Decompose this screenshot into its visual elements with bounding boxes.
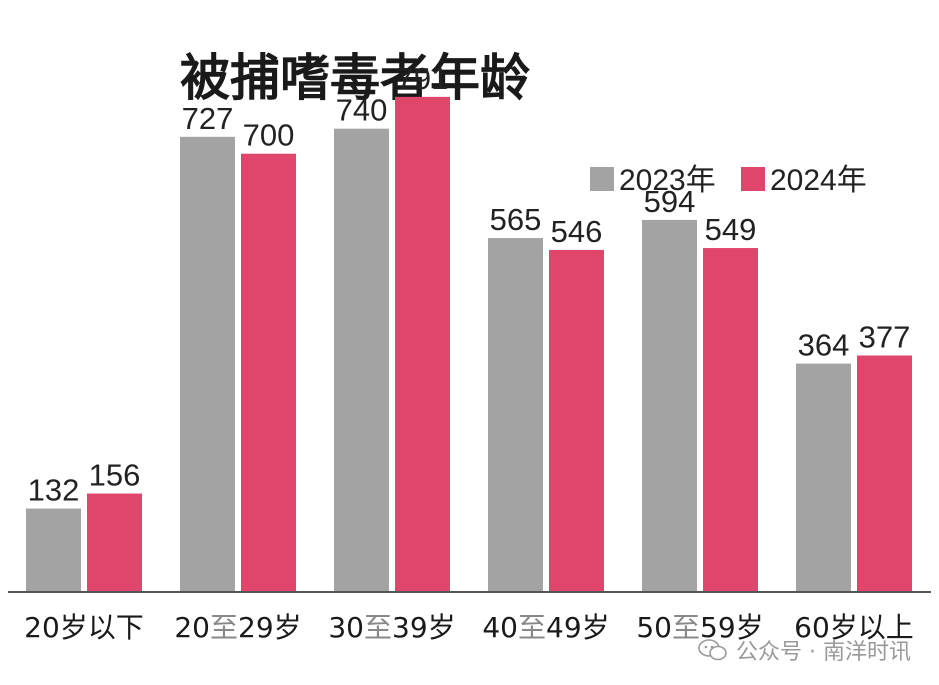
value-label: 132	[28, 473, 80, 508]
category-label: 20至29岁	[174, 611, 301, 644]
bar-40至49岁-2023年	[488, 238, 543, 591]
legend-label-2023: 2023年	[619, 164, 716, 197]
bar-60岁以上-2024年	[857, 355, 912, 591]
value-label: 546	[551, 214, 603, 249]
bars-group	[26, 96, 912, 592]
value-label: 740	[336, 93, 388, 128]
bar-20岁以下-2024年	[87, 493, 142, 591]
category-label: 50至59岁	[636, 611, 763, 644]
bar-20至29岁-2024年	[241, 153, 296, 592]
chart-title: 被捕嗜毒者年龄	[180, 49, 530, 107]
value-label: 700	[243, 118, 295, 153]
bar-30至39岁-2024年	[395, 96, 450, 591]
value-label: 565	[490, 202, 542, 237]
bar-60岁以上-2023年	[796, 363, 851, 591]
value-label: 727	[182, 101, 234, 136]
wechat-icon	[698, 639, 727, 661]
value-label: 364	[798, 328, 850, 363]
watermark-text: 公众号 · 南洋时讯	[736, 640, 911, 665]
category-labels-group: 20岁以下 20至29岁 30至39岁 40至49岁 50至59岁 60岁以上	[24, 611, 914, 644]
legend-swatch-2023	[590, 167, 614, 191]
bar-50至59岁-2023年	[642, 219, 697, 591]
watermark: 公众号 · 南洋时讯	[698, 634, 911, 666]
bar-30至39岁-2023年	[334, 128, 389, 591]
category-label: 30至39岁	[328, 611, 455, 644]
value-label: 377	[859, 319, 911, 354]
value-labels-group: 132 156 727 700 740 791 565 546 594 549 364 377	[28, 61, 911, 508]
bar-20至29岁-2023年	[180, 136, 235, 592]
bar-20岁以下-2023年	[26, 508, 81, 591]
value-label: 594	[644, 184, 696, 219]
value-label: 156	[89, 458, 141, 493]
value-label: 791	[397, 61, 449, 96]
bar-40至49岁-2024年	[549, 249, 604, 591]
category-label: 20岁以下	[24, 611, 144, 644]
bar-50至59岁-2024年	[703, 248, 758, 591]
legend-label-2024: 2024年	[770, 164, 867, 197]
legend-swatch-2024	[741, 167, 765, 191]
category-label: 60岁以上	[794, 611, 914, 644]
category-label: 40至49岁	[482, 611, 609, 644]
value-label: 549	[705, 212, 757, 247]
legend: 2023年 2024年	[590, 164, 867, 197]
